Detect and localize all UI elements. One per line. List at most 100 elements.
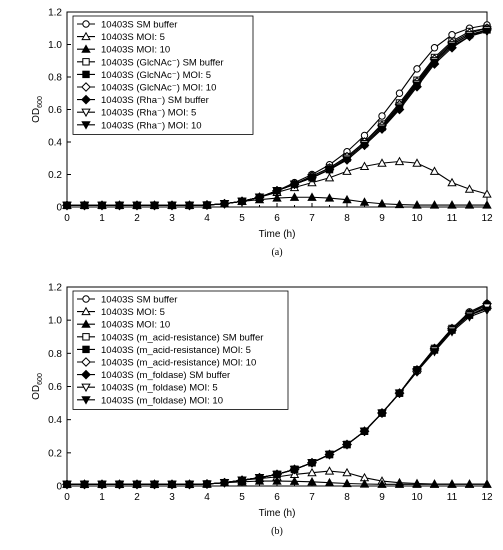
data-point [289,476,300,485]
data-point [359,427,370,437]
data-point [482,189,492,198]
data-point [342,156,352,165]
data-point [394,156,405,166]
legend-entry-label: 10403S MOI: 5 [101,32,165,43]
data-point [342,467,352,477]
x-tick-label: 9 [379,492,385,503]
legend-entry-label: 10403S (Rha⁻) MOI: 5 [101,108,196,119]
panel-label: (b) [271,526,283,537]
data-point [342,478,352,488]
legend-entry-label: 10403S (GlcNAc⁻) SM buffer [101,57,224,68]
data-point [464,479,475,488]
x-tick-label: 11 [447,492,458,503]
legend-entry-label: 10403S (m_acid-resistance) SM buffer [101,332,263,343]
y-axis-label: OD600 [31,96,44,123]
x-axis-label: Time (h) [259,229,296,240]
data-point [394,389,405,399]
legend-entry-label: 10403S MOI: 5 [101,307,165,318]
x-tick-label: 8 [344,213,350,224]
data-point [219,479,230,488]
data-point [202,201,212,210]
y-tick-label: 0.8 [48,73,62,84]
data-point [377,409,387,418]
data-point [429,348,440,357]
x-tick-label: 7 [309,213,315,224]
data-point [482,200,492,209]
y-tick-label: 1.2 [48,8,62,19]
data-point [378,112,386,120]
x-tick-label: 2 [134,492,140,503]
data-point [359,141,370,151]
legend-marker [81,94,91,105]
data-point [464,184,475,193]
legend-marker [81,319,91,328]
x-tick-label: 6 [274,213,280,224]
data-point [447,42,457,51]
legend-marker [81,108,91,118]
data-point [114,480,125,490]
legend-entry-label: 10403S (GlcNAc⁻) MOI: 10 [101,83,216,94]
data-point [482,306,492,316]
data-point [219,200,230,209]
x-tick-label: 2 [134,213,140,224]
legend-marker [81,383,91,393]
y-tick-label: 0.2 [48,448,62,459]
legend-marker [82,345,90,354]
data-point [272,476,282,485]
legend-marker [82,20,90,28]
data-point [447,200,457,209]
data-point [272,193,282,202]
data-point [464,32,475,42]
legend-entry-label: 10403S (Rha⁻) SM buffer [101,95,209,106]
legend-box [72,290,289,410]
data-point [429,479,440,488]
data-point [394,479,405,488]
data-point [412,81,422,90]
x-tick-label: 9 [379,213,385,224]
x-tick-label: 5 [239,492,245,503]
legend-marker [82,295,90,303]
data-point [394,199,405,209]
legend-entry-label: 10403S MOI: 10 [101,45,170,56]
data-point [307,174,317,183]
x-tick-label: 0 [64,492,70,503]
data-point [377,125,387,134]
data-point [377,158,387,167]
chart-panel-a: 0 1 2 3 4 5 6 7 8 9 10 11 1200.20.40.60.81.01.2Time … [31,8,493,259]
data-point [464,313,475,322]
y-tick-label: 0 [56,482,62,493]
legend-entry-label: 10403S MOI: 10 [101,320,170,331]
x-tick-label: 1 [99,213,105,224]
data-point [359,197,370,206]
data-point [447,479,457,488]
series [62,27,492,211]
y-tick-label: 0.4 [48,138,62,149]
data-point [482,27,492,37]
data-point [429,200,440,209]
data-point [237,476,247,486]
data-point [412,158,422,167]
legend-marker [81,121,91,130]
x-tick-label: 4 [204,492,210,503]
x-tick-label: 11 [447,213,458,224]
x-tick-label: 5 [239,213,245,224]
legend-marker [81,396,91,405]
data-point [62,201,72,211]
data-point [289,465,300,475]
y-tick-label: 1.2 [48,283,62,294]
data-point [412,368,422,377]
legend-entry-label: 10403S SM buffer [101,295,177,306]
y-tick-label: 0.4 [48,415,62,426]
data-point [359,479,370,488]
data-point [272,187,282,196]
y-tick-label: 0.2 [48,170,62,181]
data-point [394,104,405,113]
data-point [79,480,90,490]
legend-entry-label: 10403S (m_foldase) SM buffer [101,370,230,381]
data-point [167,201,177,211]
data-point [272,470,282,480]
y-axis-label-subscript: 600 [37,373,44,385]
legend-marker [81,82,91,92]
data-point [359,161,370,170]
